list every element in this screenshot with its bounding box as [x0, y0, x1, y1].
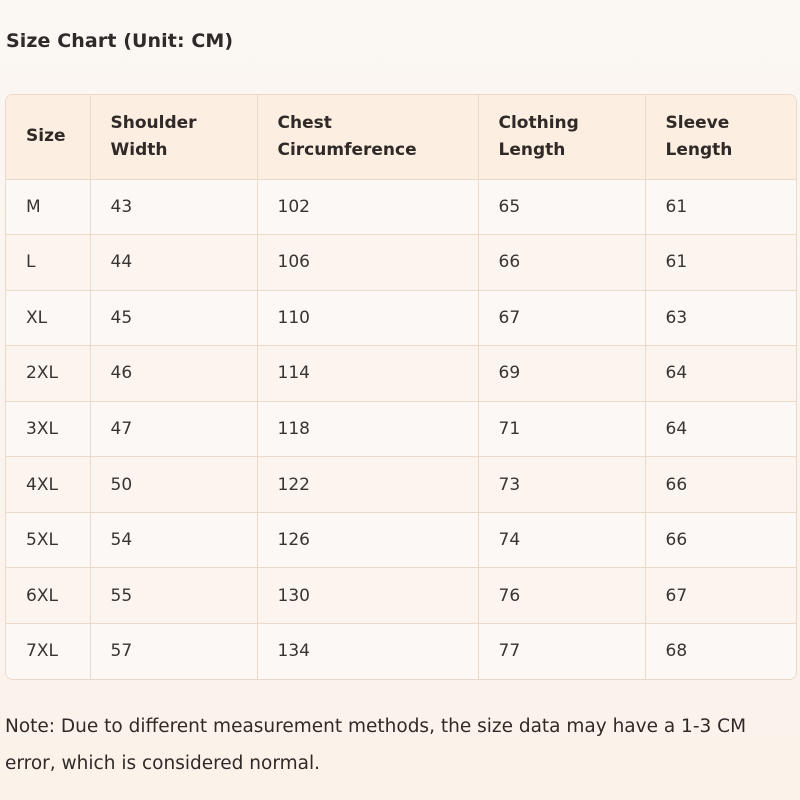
- table-row: 6XL 55 130 76 67: [6, 567, 796, 624]
- table-row: 2XL 46 114 69 64: [6, 345, 796, 402]
- cell-size: L: [6, 234, 91, 291]
- cell-sleeve-length: 67: [645, 567, 796, 624]
- header-shoulder-width: Shoulder Width: [90, 95, 258, 180]
- cell-sleeve-length: 61: [645, 179, 796, 236]
- cell-sleeve-length: 64: [645, 401, 796, 458]
- cell-size: 6XL: [6, 567, 91, 624]
- table-row: 5XL 54 126 74 66: [6, 512, 796, 569]
- cell-clothing-length: 74: [478, 512, 646, 569]
- table-header-row: Size Shoulder Width Chest Circumference …: [6, 95, 796, 180]
- cell-chest-circumference: 102: [257, 179, 479, 236]
- cell-chest-circumference: 122: [257, 456, 479, 513]
- measurement-note: Note: Due to different measurement metho…: [5, 716, 747, 774]
- cell-sleeve-length: 63: [645, 290, 796, 347]
- cell-chest-circumference: 130: [257, 567, 479, 624]
- cell-clothing-length: 67: [478, 290, 646, 347]
- cell-sleeve-length: 68: [665, 641, 688, 662]
- cell-sleeve-length: 66: [645, 512, 796, 569]
- cell-sleeve-length: 66: [645, 456, 796, 513]
- cell-clothing-length: 66: [478, 234, 646, 291]
- cell-sleeve-length: 64: [645, 345, 796, 402]
- table-row: 4XL 50 122 73 66: [6, 456, 796, 513]
- header-clothing-length: Clothing Length: [478, 95, 646, 180]
- cell-clothing-length: 77: [478, 623, 646, 679]
- cell-chest-circumference: 126: [257, 512, 479, 569]
- cell-chest-circumference: 110: [257, 290, 479, 347]
- cell-shoulder-width: 44: [90, 234, 258, 291]
- table-row: 7XL 57 134 77 68: [6, 623, 796, 679]
- cell-clothing-length: 69: [478, 345, 646, 402]
- cell-shoulder-width: 50: [90, 456, 258, 513]
- cell-clothing-length: 71: [478, 401, 646, 458]
- cell-clothing-length: 73: [478, 456, 646, 513]
- cell-chest-circumference: 118: [257, 401, 479, 458]
- cell-chest-circumference: 106: [257, 234, 479, 291]
- cell-sleeve-length: 61: [645, 234, 796, 291]
- cell-shoulder-width: 43: [90, 179, 258, 236]
- table-row: XL 45 110 67 63: [6, 290, 796, 347]
- cell-shoulder-width: 55: [90, 567, 258, 624]
- cell-clothing-length: 65: [478, 179, 646, 236]
- cell-shoulder-width: 46: [90, 345, 258, 402]
- page-title: Size Chart (Unit: CM): [6, 30, 234, 52]
- cell-shoulder-width: 47: [90, 401, 258, 458]
- cell-shoulder-width: 57: [90, 623, 258, 679]
- cell-shoulder-width: 54: [90, 512, 258, 569]
- cell-size: 5XL: [6, 512, 91, 569]
- table-row: M 43 102 65 61: [6, 179, 796, 236]
- table-row: L 44 106 66 61: [6, 234, 796, 291]
- header-chest-circumference: Chest Circumference: [257, 95, 479, 180]
- size-chart-table: Size Shoulder Width Chest Circumference …: [5, 94, 797, 680]
- cell-chest-circumference: 114: [257, 345, 479, 402]
- cell-size: 4XL: [6, 456, 91, 513]
- cell-clothing-length: 76: [478, 567, 646, 624]
- table-row: 3XL 47 118 71 64: [6, 401, 796, 458]
- cell-size: 2XL: [6, 345, 91, 402]
- cell-size: 7XL: [6, 623, 91, 679]
- cell-size: M: [6, 179, 91, 236]
- header-size: Size: [6, 95, 91, 180]
- cell-size: XL: [6, 290, 91, 347]
- cell-shoulder-width: 45: [90, 290, 258, 347]
- cell-size: 3XL: [6, 401, 91, 458]
- cell-chest-circumference: 134: [257, 623, 479, 679]
- header-sleeve-length: Sleeve Length: [645, 95, 796, 180]
